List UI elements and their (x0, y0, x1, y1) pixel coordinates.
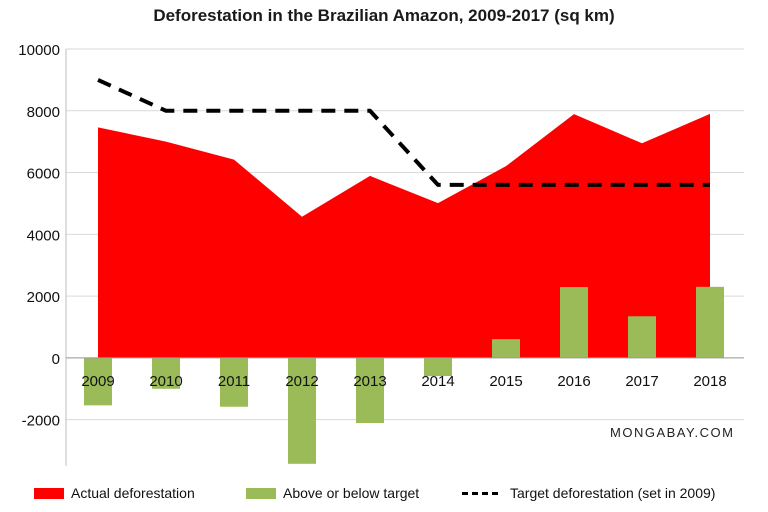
bar-above-below-target (696, 286, 724, 358)
legend-label-diff: Above or below target (283, 485, 420, 501)
legend-swatch-target (462, 491, 498, 495)
chart-title: Deforestation in the Brazilian Amazon, 2… (153, 6, 615, 25)
area-actual-deforestation (98, 113, 710, 358)
legend-item-actual: Actual deforestation (34, 480, 195, 506)
x-tick-label: 2015 (489, 373, 522, 390)
y-tick-label: 4000 (27, 227, 60, 244)
bar-series (84, 286, 724, 464)
line-target-deforestation (97, 78, 710, 187)
legend-label-actual: Actual deforestation (71, 485, 195, 501)
bar-above-below-target (492, 339, 520, 358)
bar-above-below-target (560, 287, 588, 358)
legend-swatch-actual (34, 487, 64, 499)
x-tick-label: 2012 (285, 373, 318, 390)
bar-above-below-target (424, 357, 452, 377)
x-tick-label: 2014 (421, 373, 454, 390)
legend-label-target: Target deforestation (set in 2009) (510, 485, 716, 501)
bar-above-below-target (152, 357, 180, 389)
y-tick-label: 6000 (27, 166, 60, 183)
x-tick-label: 2013 (353, 373, 386, 390)
x-tick-label: 2011 (218, 373, 250, 390)
bar-above-below-target (356, 357, 384, 424)
y-tick-label: 10000 (18, 42, 60, 59)
x-tick-label: 2010 (149, 373, 182, 390)
y-tick-label: 0 (52, 351, 60, 368)
area-series (98, 113, 710, 358)
x-tick-label: 2009 (81, 373, 114, 390)
x-tick-label: 2018 (693, 373, 726, 390)
bar-above-below-target (288, 357, 316, 464)
bar-above-below-target (628, 316, 656, 358)
chart-plot: -2000 0 2000 4000 6000 8000 10000 2009 2010 2011 2… (18, 42, 744, 466)
tick-labels: -2000 0 2000 4000 6000 8000 10000 2009 2010 2011 2… (18, 42, 726, 430)
y-tick-label: -2000 (22, 413, 60, 430)
legend: Actual deforestation Above or below targ… (0, 480, 768, 506)
bar-above-below-target (220, 357, 248, 407)
target-line-series (97, 78, 710, 187)
bar-above-below-target (84, 357, 112, 406)
y-tick-label: 8000 (27, 104, 60, 121)
axes (65, 49, 744, 466)
watermark: MONGABAY.COM (610, 425, 735, 440)
legend-item-diff: Above or below target (246, 480, 419, 506)
y-tick-label: 2000 (27, 289, 60, 306)
legend-item-target: Target deforestation (set in 2009) (462, 480, 715, 506)
x-tick-label: 2017 (625, 373, 658, 390)
legend-swatch-diff (246, 487, 276, 499)
x-tick-label: 2016 (557, 373, 590, 390)
